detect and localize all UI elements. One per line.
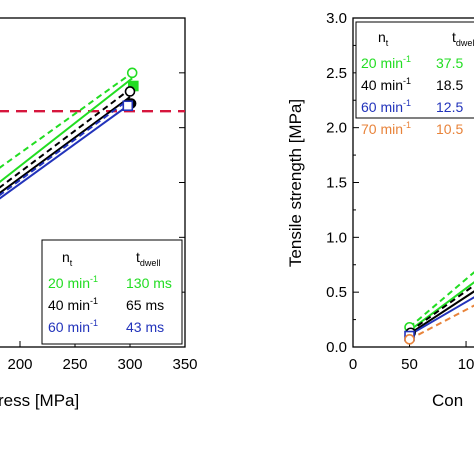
data-point [126,67,138,79]
y-tick-label: 2.5 [326,65,347,82]
legend-rate: 40 min-1 [48,296,98,313]
right-legend-header-n: nt [378,29,389,48]
data-point [404,334,415,345]
left-legend-header-n: nt [62,249,73,268]
series-line [0,72,133,169]
left-chart: 200 250 300 350 ress [MPa] nt tdwell 20 min… [0,17,198,410]
legend-rate: 40 min-1 [361,76,411,93]
series-line [409,304,474,341]
x-tick-label: 200 [7,356,32,373]
series-line [409,296,474,336]
right-legend: nt tdwel 20 min-1 37.5 40 min-1 18.5 60 min-… [355,21,474,137]
y-tick-label: 1.0 [326,229,347,246]
right-chart: 0 50 10 0.0 0.5 1.0 1.5 2.0 2.5 3.0 Tensile stren… [286,10,474,410]
left-legend-box [41,239,183,345]
right-legend-header-t: tdwel [452,29,474,48]
series-line [0,99,129,197]
legend-time: 130 ms [126,275,172,291]
data-point [122,100,134,112]
right-x-axis-label: Con [432,391,463,410]
legend-rate: 70 min-1 [361,120,411,137]
x-tick-label: 50 [401,356,418,373]
y-tick-label: 0.5 [326,284,347,301]
x-tick-label: 0 [349,356,357,373]
y-tick-label: 0.0 [326,339,347,356]
series-line [408,271,474,329]
x-tick-label: 350 [172,356,197,373]
legend-rate: 60 min-1 [361,98,411,115]
x-tick-label: 300 [117,356,142,373]
x-tick-label: 10 [458,356,474,373]
legend-time: 37.5 [436,55,463,71]
y-tick-label: 1.5 [326,175,347,192]
y-tick-label: 2.0 [326,120,347,137]
right-y-axis-label: Tensile strength [MPa] [286,99,305,267]
legend-time: 43 ms [126,319,164,335]
legend-rate: 20 min-1 [48,274,98,291]
series-line [0,104,129,200]
x-tick-label: 250 [62,356,87,373]
series-line [408,290,474,335]
y-tick-label: 3.0 [326,10,347,27]
left-x-axis-label: ress [MPa] [0,391,79,410]
legend-time: 12.5 [436,99,463,115]
series-line [0,96,131,194]
series-line [408,281,474,332]
legend-time: 10.5 [436,121,463,137]
left-legend-header-n-sub: t [70,258,73,268]
legend-time: 65 ms [126,297,164,313]
right-legend-box [355,21,474,119]
data-point [124,86,136,97]
legend-rate: 60 min-1 [48,318,98,335]
legend-time: 18.5 [436,77,463,93]
series-line [408,284,474,333]
series-line [0,88,131,189]
legend-rate: 20 min-1 [361,54,411,71]
series-line [0,77,133,183]
